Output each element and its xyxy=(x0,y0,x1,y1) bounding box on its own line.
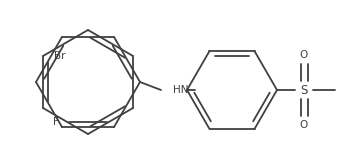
Text: O: O xyxy=(300,50,308,60)
Text: O: O xyxy=(300,120,308,130)
Text: HN: HN xyxy=(173,85,189,95)
Text: Br: Br xyxy=(54,51,66,61)
Text: S: S xyxy=(300,84,308,96)
Text: F: F xyxy=(53,117,59,127)
